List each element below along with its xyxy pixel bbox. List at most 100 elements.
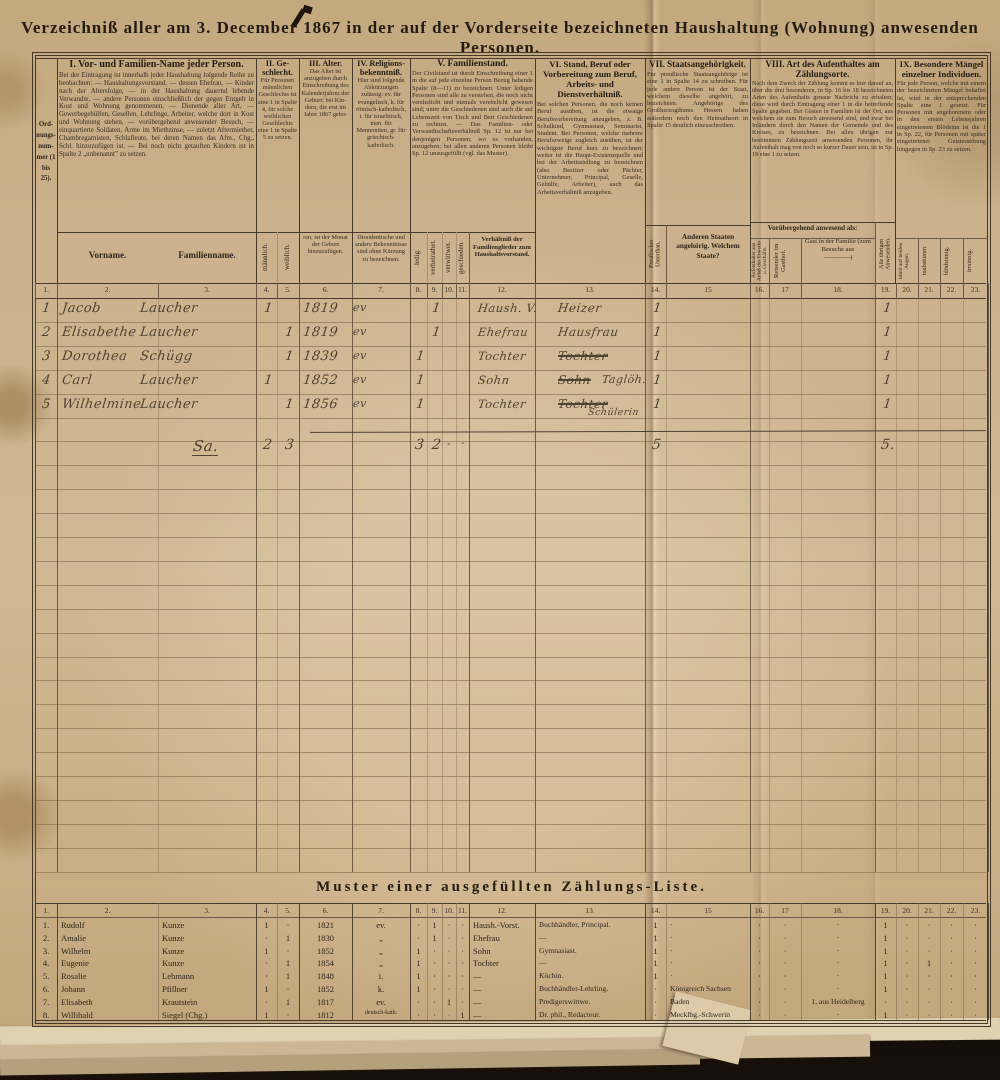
muster-cell: · [905, 932, 909, 943]
muster-cell: · [905, 1009, 909, 1020]
grid-line [35, 298, 36, 872]
column-number: 14. [650, 906, 661, 915]
column-number: 5. [285, 906, 291, 915]
vorname-entry: Dorothea [61, 348, 129, 364]
religion-entry: ev [352, 396, 368, 410]
muster-cell: · [974, 984, 977, 994]
muster-cell: · [461, 945, 464, 956]
muster-cell: 2. [42, 932, 50, 943]
vorname-entry: Wilhelmine [61, 396, 143, 412]
preussischer-unterthan-mark: 1 [651, 372, 663, 388]
column-number: 4. [263, 285, 270, 294]
section-viii-desc: Nach dem Zweck der Zählung kommt es hier… [752, 80, 893, 158]
grid-line [36, 537, 986, 538]
subhead-preussischer-unterthan: Preußischer Unterthan. [649, 239, 662, 269]
grid-line [35, 283, 36, 298]
muster-cell: Siegel (Chg.) [162, 1009, 208, 1020]
grid-line [36, 903, 986, 905]
grid-line [645, 58, 646, 283]
grid-line [36, 58, 986, 60]
familienstand-mark: 1 [414, 372, 426, 388]
muster-cell: · [447, 971, 451, 982]
preussischer-unterthan-mark: 1 [651, 301, 663, 316]
subhead-andere-staaten: Anderen Staaten angehörig. Welchem Staat… [676, 232, 740, 260]
familienstand-mark: 1 [414, 348, 426, 364]
grid-line [940, 298, 941, 872]
grid-line [256, 903, 257, 1020]
grid-line [36, 489, 986, 491]
paper-sheet [0, 0, 1000, 1032]
grid-line [988, 903, 989, 1020]
muster-cell: · [836, 932, 840, 942]
grid-line [35, 903, 36, 1020]
uebrige-anwesende-mark: 1 [881, 301, 893, 316]
geschlecht-mark: 1 [284, 396, 295, 412]
muster-cell: · [974, 945, 977, 956]
beruf-entry: Heizer [557, 301, 603, 315]
muster-cell: · [927, 920, 931, 930]
grid-line [469, 298, 470, 872]
muster-cell: 1 [883, 1009, 888, 1020]
grid-line [36, 799, 986, 801]
muster-cell: · [950, 932, 953, 943]
column-number: 2. [104, 285, 111, 294]
muster-cell: 1 [432, 920, 437, 930]
grid-line [352, 58, 353, 283]
subhead-religion-fortsetzung: Dissidentische und andere Bekenntnisse s… [355, 234, 407, 263]
muster-cell: 1821 [317, 920, 334, 930]
geschlecht-mark: 1 [284, 348, 295, 364]
muster-cell: „ [379, 958, 383, 969]
column-number: 20. [902, 906, 912, 915]
grid-line [875, 283, 876, 298]
muster-cell: 1 [653, 945, 658, 956]
muster-cell: 1 [883, 958, 888, 969]
subhead-gast-blank: ————) [823, 253, 853, 261]
section-vi-desc: Bei solchen Personen, die noch keinen Be… [537, 101, 643, 196]
grid-line [875, 298, 876, 872]
column-number: 20. [902, 285, 912, 294]
muster-cell: · [461, 932, 464, 943]
grid-line [410, 903, 411, 1020]
grid-line [410, 58, 411, 283]
section-iii-title: III. Alter. [308, 59, 343, 68]
grid-line [36, 728, 986, 730]
muster-cell: — [539, 932, 547, 942]
beruf-entry: Tochter [557, 348, 609, 363]
grid-line [963, 298, 964, 872]
paper-fold-crease [866, 0, 882, 1032]
grid-line [36, 632, 986, 634]
grid-line [918, 298, 919, 872]
muster-cell: — [473, 984, 482, 994]
muster-cell: 1 [883, 932, 888, 943]
familienname-entry: Laucher [139, 301, 199, 316]
column-number: 10. [444, 285, 454, 294]
section-iii: III. Alter. Das Alter ist anzugeben durc… [301, 59, 350, 230]
muster-cell: · [447, 958, 451, 969]
muster-cell: · [447, 1009, 451, 1020]
muster-cell: „ [379, 932, 383, 943]
muster-cell: · [836, 1009, 840, 1019]
muster-cell: · [265, 996, 268, 1007]
muster-cell: ev. [376, 920, 386, 930]
muster-cell: 1, aus Heidelberg [811, 996, 865, 1006]
subhead-ledig: ledig. [413, 249, 421, 266]
grid-line [918, 238, 919, 283]
section-v-desc: Der Civilstand ist durch Einschreibung e… [412, 70, 533, 158]
muster-cell: · [447, 945, 451, 956]
grid-line [36, 321, 986, 323]
grid-line [36, 608, 986, 610]
subhead-bloedsinnig: blödsinnig. [943, 246, 950, 275]
summary-label: Sa. [191, 437, 220, 456]
subhead-voruebergehend: Vorübergehend anwesend als: [767, 224, 858, 232]
verhaeltnis-entry: Tochter [477, 348, 527, 363]
muster-cell: Köchin. [539, 971, 564, 981]
muster-cell: · [950, 945, 953, 956]
muster-cell: · [461, 971, 464, 982]
geburtsjahr-entry: 1839 [302, 348, 340, 364]
muster-cell: · [927, 984, 931, 994]
column-number: 4. [263, 906, 270, 915]
row-number: 2 [41, 324, 52, 340]
vorname-entry: Elisabethe [61, 324, 138, 340]
column-number: 3. [204, 285, 210, 294]
summary-maennlich: 2 [261, 437, 273, 453]
